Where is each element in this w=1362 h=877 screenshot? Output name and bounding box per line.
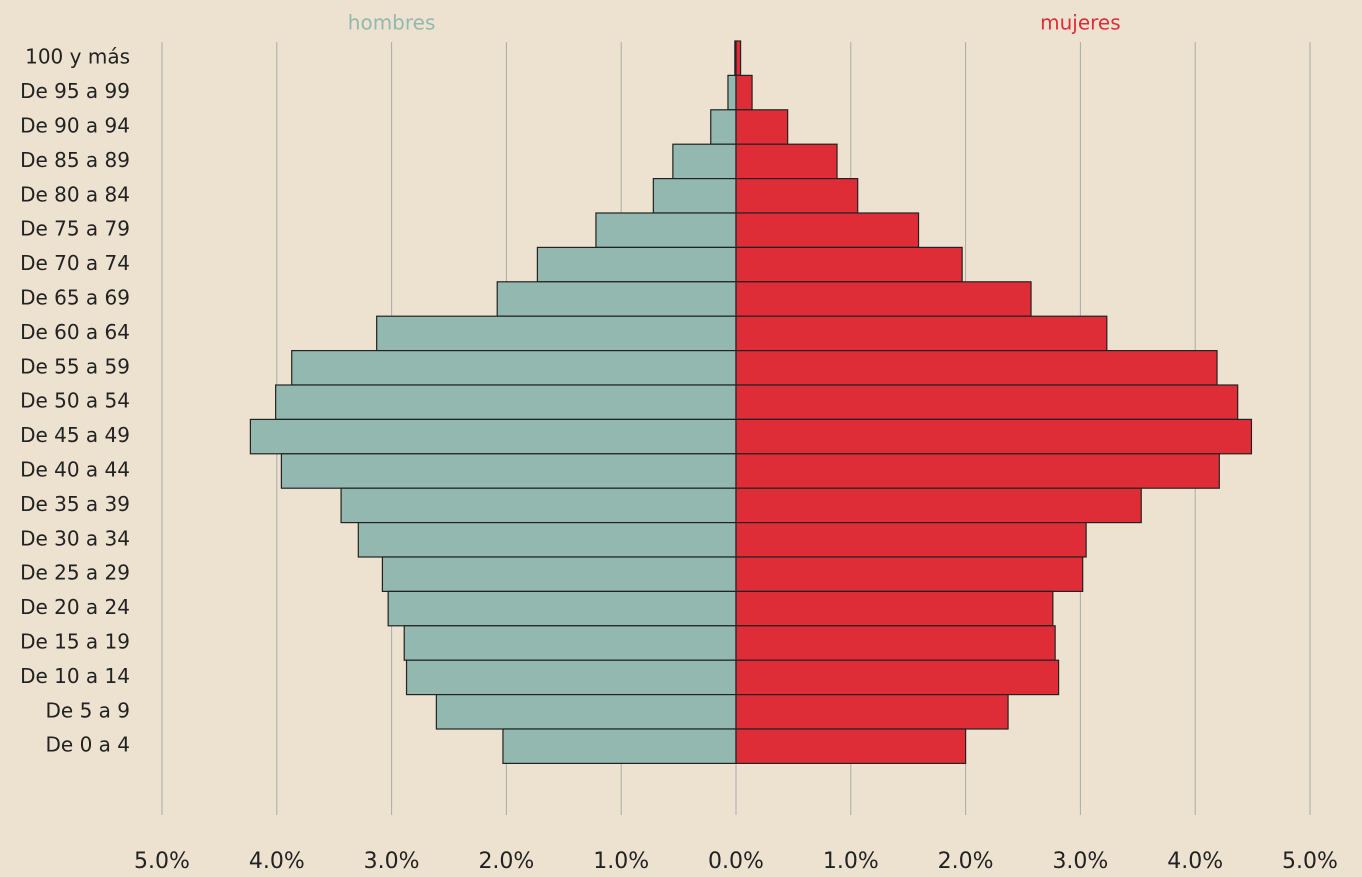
y-tick-label: De 25 a 29 — [20, 561, 130, 585]
y-tick-label: De 0 a 4 — [46, 733, 130, 757]
bar — [735, 521, 1087, 558]
x-tick-label: 4.0% — [1167, 849, 1223, 874]
x-tick-label: 2.0% — [938, 849, 994, 874]
x-tick-label: 0.0% — [708, 849, 764, 874]
y-tick-label: De 85 a 89 — [20, 148, 130, 172]
x-tick-label: 3.0% — [364, 849, 420, 874]
bar — [735, 74, 753, 111]
bar — [280, 453, 737, 489]
bar — [735, 418, 1253, 455]
x-tick-label: 1.0% — [593, 849, 649, 874]
bar — [735, 659, 1060, 696]
x-tick-label: 2.0% — [478, 849, 534, 874]
x-tick-label: 3.0% — [1052, 849, 1108, 874]
y-tick-label: De 55 a 59 — [20, 354, 130, 378]
x-tick-label: 4.0% — [249, 849, 305, 874]
x-tick-label: 5.0% — [134, 849, 190, 874]
bar — [595, 212, 737, 249]
x-tick-label: 1.0% — [823, 849, 879, 874]
bar — [502, 728, 737, 765]
bar — [291, 350, 737, 386]
bar — [381, 556, 737, 593]
bar — [357, 521, 737, 558]
y-tick-label: De 45 a 49 — [20, 423, 130, 447]
legend-label: mujeres — [1040, 11, 1121, 35]
bar — [735, 384, 1239, 421]
bar — [405, 659, 737, 696]
bar — [735, 350, 1218, 386]
y-tick-label: De 90 a 94 — [20, 114, 130, 138]
bar — [652, 178, 737, 214]
bar — [672, 143, 737, 180]
bar — [403, 625, 737, 661]
legend-label: hombres — [348, 11, 436, 35]
bar — [735, 728, 967, 765]
bar — [735, 453, 1220, 489]
y-tick-label: 100 y más — [25, 45, 130, 69]
y-tick-label: De 60 a 64 — [20, 320, 130, 344]
bar — [249, 418, 737, 455]
bar — [387, 590, 737, 627]
bar — [275, 384, 737, 421]
x-tick-label: 5.0% — [1282, 849, 1338, 874]
y-tick-label: De 10 a 14 — [20, 664, 130, 688]
bar — [435, 693, 737, 730]
y-tick-label: De 80 a 84 — [20, 182, 130, 206]
bar — [727, 74, 737, 111]
y-tick-label: De 70 a 74 — [20, 251, 130, 275]
bar — [735, 487, 1142, 524]
y-tick-label: De 95 a 99 — [20, 79, 130, 103]
y-tick-label: De 20 a 24 — [20, 595, 130, 619]
bar — [735, 281, 1032, 317]
bar — [735, 40, 742, 77]
bar — [340, 487, 737, 524]
y-tick-label: De 15 a 19 — [20, 630, 130, 654]
y-tick-label: De 5 a 9 — [46, 698, 130, 722]
y-tick-label: De 40 a 44 — [20, 458, 130, 482]
bar — [735, 693, 1009, 730]
y-tick-label: De 65 a 69 — [20, 286, 130, 310]
bar — [735, 143, 838, 180]
bar — [735, 178, 859, 214]
bar — [376, 315, 737, 352]
y-tick-label: De 35 a 39 — [20, 492, 130, 516]
y-tick-label: De 75 a 79 — [20, 217, 130, 241]
bar — [735, 315, 1108, 352]
bar — [735, 109, 789, 145]
bar — [735, 590, 1054, 627]
bar — [735, 625, 1056, 661]
bar — [536, 246, 737, 283]
bar — [735, 246, 963, 283]
bar — [710, 109, 737, 145]
y-tick-label: De 30 a 34 — [20, 526, 130, 550]
bar — [496, 281, 737, 317]
bar — [735, 212, 920, 249]
bar — [735, 556, 1084, 593]
y-tick-label: De 50 a 54 — [20, 389, 130, 413]
